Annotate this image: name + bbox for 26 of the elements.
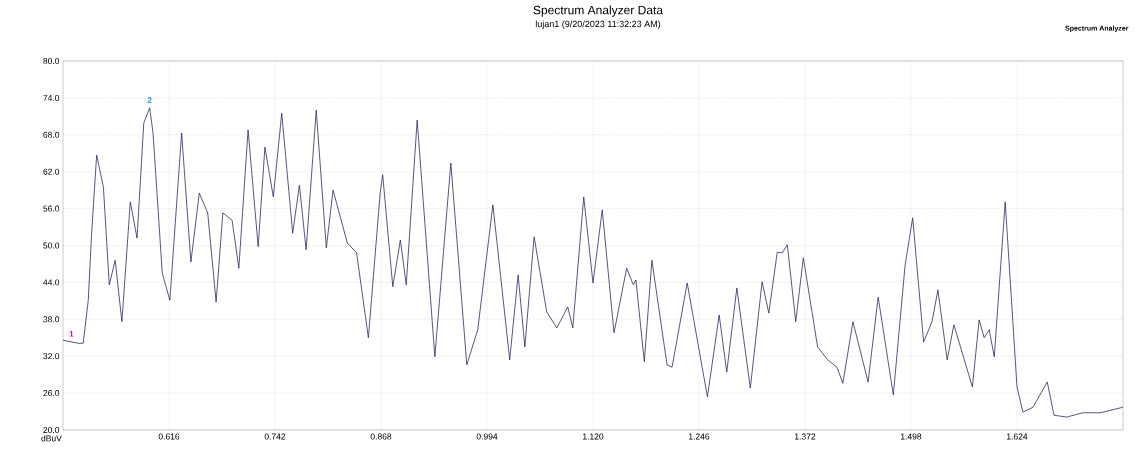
x-tick-label: 0.868 <box>370 433 392 440</box>
y-tick-label: 74.0 <box>43 94 60 101</box>
x-tick-label: 0.616 <box>158 433 180 440</box>
x-tick-label: 1.120 <box>583 433 604 440</box>
x-tick-label: 1.372 <box>795 433 816 440</box>
chart-subtitle: lujan1 (9/20/2023 11:32:23 AM) <box>535 20 661 29</box>
y-tick-label: 56.0 <box>43 205 60 212</box>
y-tick-label: 38.0 <box>43 316 60 323</box>
y-tick-label: 44.0 <box>43 279 60 286</box>
line-series <box>62 107 1124 418</box>
y-tick-label: 50.0 <box>43 242 60 249</box>
annotation: 1 <box>69 331 74 337</box>
annotation: 2 <box>147 97 152 103</box>
y-tick-label: 32.0 <box>43 353 60 360</box>
x-tick-label: 1.246 <box>689 433 710 440</box>
x-tick-label: 1.624 <box>1007 433 1028 440</box>
x-tick-label: 1.498 <box>901 433 922 440</box>
chart-title: Spectrum Analyzer Data <box>533 5 663 17</box>
y-tick-label: 26.0 <box>43 390 60 397</box>
y-axis-title: dBuV <box>41 435 62 442</box>
y-tick-label: 80.0 <box>43 57 60 64</box>
y-tick-label: 62.0 <box>43 168 60 175</box>
y-tick-label: 20.0 <box>43 426 60 433</box>
y-tick-label: 68.0 <box>43 131 60 138</box>
x-tick-label: 0.994 <box>476 433 498 440</box>
x-tick-label: 0.742 <box>264 433 286 440</box>
